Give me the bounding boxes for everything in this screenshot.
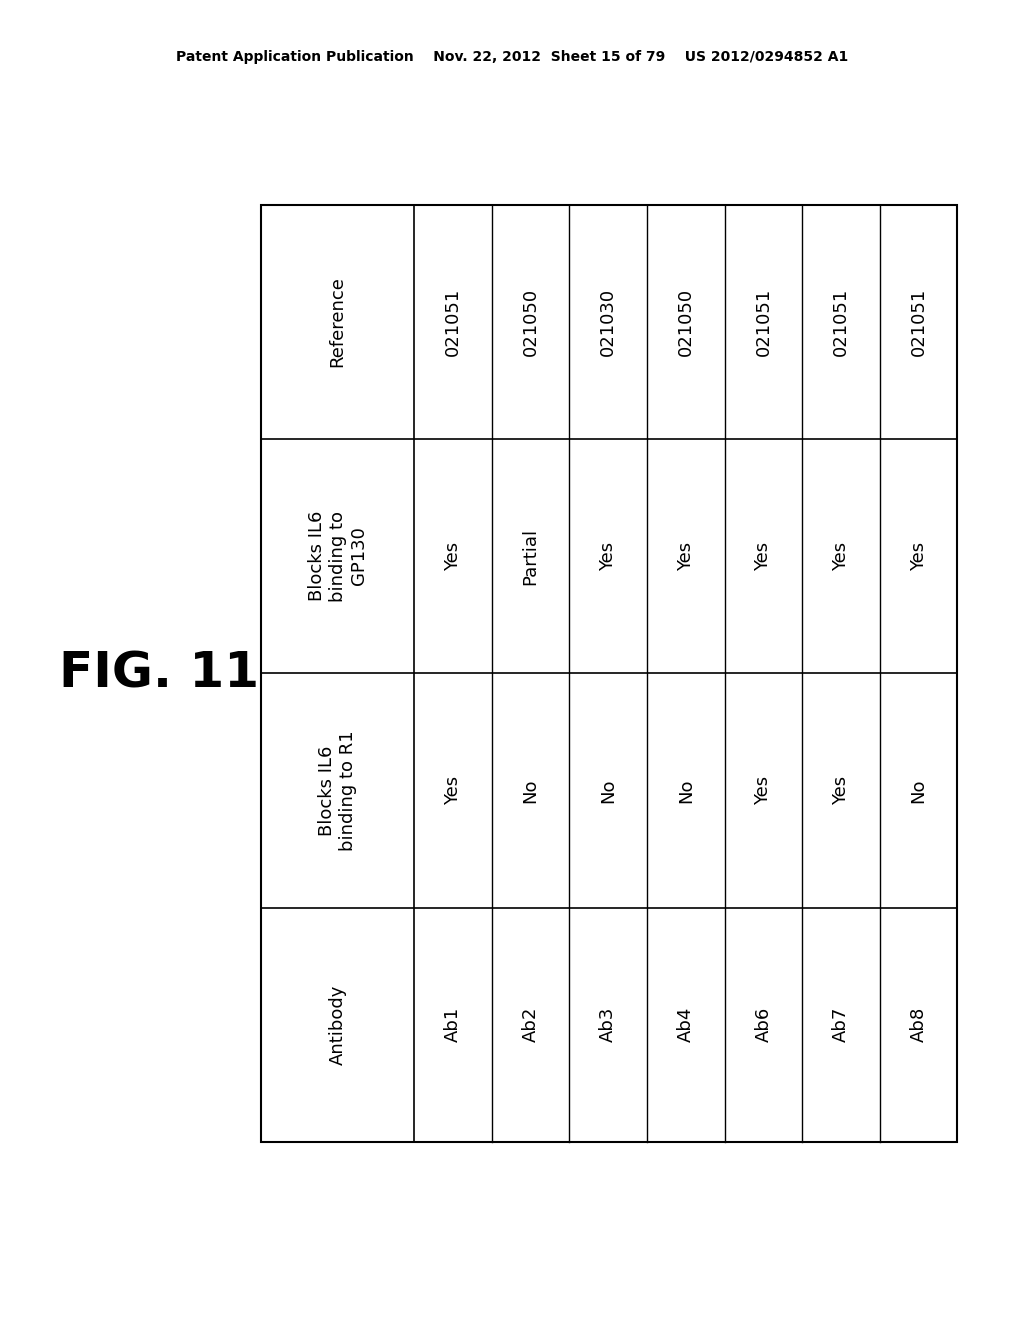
Text: Blocks IL6
binding to R1: Blocks IL6 binding to R1	[318, 730, 357, 850]
Text: No: No	[599, 777, 617, 803]
Text: Ab8: Ab8	[909, 1007, 928, 1043]
Text: 021051: 021051	[833, 288, 850, 356]
Text: Ab2: Ab2	[521, 1007, 540, 1043]
Text: Blocks IL6
binding to
GP130: Blocks IL6 binding to GP130	[308, 511, 368, 602]
Text: Yes: Yes	[909, 541, 928, 570]
Text: Ab6: Ab6	[755, 1007, 772, 1043]
Text: No: No	[909, 777, 928, 803]
Text: 021051: 021051	[909, 288, 928, 356]
Text: Partial: Partial	[521, 528, 540, 585]
Text: Yes: Yes	[833, 541, 850, 570]
Text: No: No	[521, 777, 540, 803]
Text: Ab4: Ab4	[677, 1007, 695, 1043]
Text: Yes: Yes	[755, 776, 772, 805]
Text: Yes: Yes	[755, 541, 772, 570]
Text: No: No	[677, 777, 695, 803]
Text: Reference: Reference	[329, 276, 347, 367]
Text: Patent Application Publication    Nov. 22, 2012  Sheet 15 of 79    US 2012/02948: Patent Application Publication Nov. 22, …	[176, 50, 848, 65]
Text: FIG. 11: FIG. 11	[58, 649, 259, 697]
Text: 021051: 021051	[444, 288, 462, 356]
Text: Ab1: Ab1	[444, 1007, 462, 1043]
Text: Yes: Yes	[444, 541, 462, 570]
Text: 021051: 021051	[755, 288, 772, 356]
Text: Antibody: Antibody	[329, 985, 347, 1065]
Text: Yes: Yes	[599, 541, 617, 570]
Text: Yes: Yes	[677, 541, 695, 570]
Text: Ab7: Ab7	[833, 1007, 850, 1043]
Text: Yes: Yes	[444, 776, 462, 805]
Text: 021050: 021050	[521, 288, 540, 356]
Text: Yes: Yes	[833, 776, 850, 805]
Text: Ab3: Ab3	[599, 1007, 617, 1043]
Text: 021030: 021030	[599, 288, 617, 356]
Text: 021050: 021050	[677, 288, 695, 356]
